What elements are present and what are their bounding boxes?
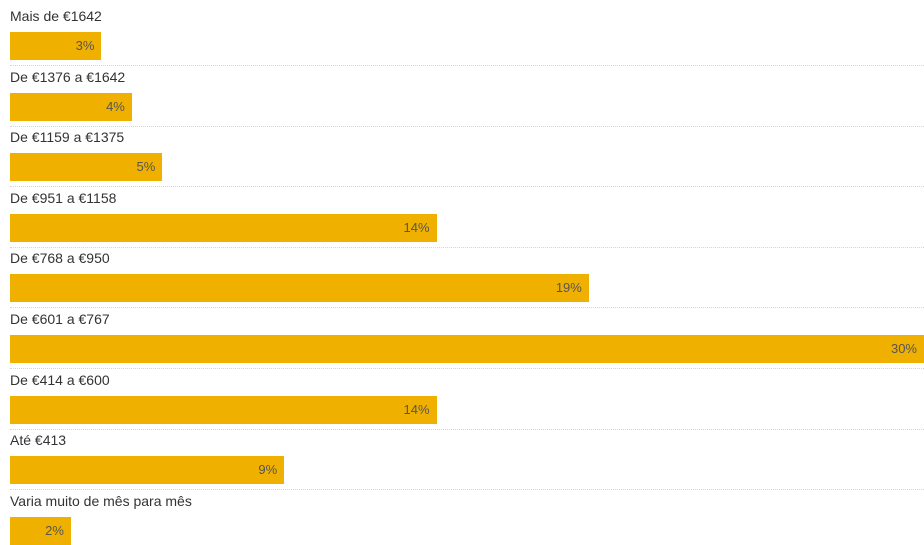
bar-value-label: 2% <box>45 522 64 538</box>
row-separator <box>10 368 924 369</box>
category-label: De €414 a €600 <box>10 371 110 388</box>
bar: 3% <box>10 32 102 60</box>
category-label: Mais de €1642 <box>10 8 102 24</box>
bar: 14% <box>10 395 437 424</box>
row-separator <box>10 186 924 188</box>
bar-value-label: 19% <box>555 280 582 296</box>
bar-value-label: 14% <box>403 219 430 235</box>
bar: 30% <box>10 335 924 363</box>
bar: 9% <box>10 456 285 485</box>
bar-value-label: 9% <box>258 462 278 478</box>
bar-value-label: 14% <box>403 401 430 417</box>
category-label: De €601 a €767 <box>10 311 110 327</box>
category-label: De €951 a €1158 <box>10 189 117 206</box>
row-separator <box>10 307 924 309</box>
row-separator <box>10 65 924 66</box>
bar: 4% <box>10 92 132 121</box>
bar-value-label: 4% <box>106 98 125 114</box>
row-separator <box>10 428 924 430</box>
bar: 5% <box>10 153 163 182</box>
category-label: De €1376 a €1642 <box>10 68 126 85</box>
bar: 2% <box>10 516 71 545</box>
category-label: Varia muito de mês para mês <box>10 492 192 509</box>
bar: 14% <box>10 213 437 242</box>
category-label: De €1159 a €1375 <box>10 129 125 146</box>
bar: 19% <box>10 274 589 303</box>
row-separator <box>10 489 924 491</box>
category-label: Até €413 <box>10 432 67 449</box>
bar-value-label: 3% <box>75 38 95 53</box>
row-separator <box>10 246 924 248</box>
category-label: De €768 a €950 <box>10 250 110 267</box>
bar-value-label: 5% <box>136 159 156 175</box>
row-separator <box>10 125 924 127</box>
bar-value-label: 30% <box>890 341 917 356</box>
